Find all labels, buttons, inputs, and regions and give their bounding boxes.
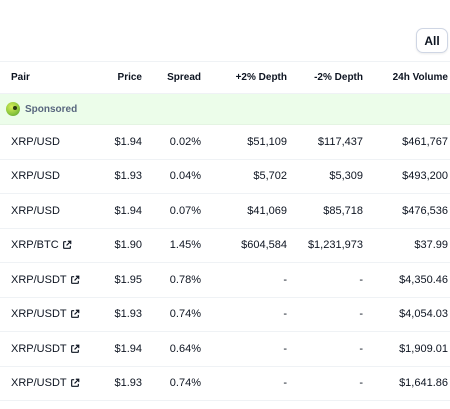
volume-cell: $493,200 [402, 170, 448, 183]
pair-link[interactable]: XRP/USDT [11, 377, 67, 390]
header-volume[interactable]: 24h Volume [392, 72, 448, 83]
plus-depth-cell: $41,069 [247, 204, 287, 217]
volume-cell: $476,536 [402, 204, 448, 217]
spread-cell: 0.04% [169, 170, 201, 183]
sponsor-logo-icon [6, 102, 20, 116]
pair-cell: XRP/USD [0, 170, 96, 182]
price-cell: $1.94 [114, 204, 142, 217]
table-row[interactable]: XRP/USDT $1.94 0.64% - - $1,909.01 [0, 332, 450, 367]
pair-link[interactable]: XRP/BTC [11, 239, 59, 252]
spread-cell: 0.07% [169, 204, 201, 217]
table-row[interactable]: XRP/USDT $1.95 0.78% - - $4,350.46 [0, 263, 450, 298]
table-body: XRP/USD $1.94 0.02% $51,109 $117,437 $461,767… [0, 125, 450, 401]
minus-depth-cell: $1,231,973 [307, 239, 363, 252]
external-link-icon[interactable] [70, 378, 80, 388]
pair-link[interactable]: XRP/USD [11, 170, 60, 183]
minus-depth-cell: $85,718 [323, 204, 363, 217]
table-row[interactable]: XRP/USD $1.94 0.02% $51,109 $117,437 $461,767 [0, 125, 450, 160]
external-link-icon[interactable] [70, 275, 80, 285]
volume-cell: $37.99 [414, 239, 448, 252]
pair-cell: XRP/USDT [0, 343, 96, 355]
plus-depth-cell: - [283, 273, 287, 286]
pair-cell: XRP/USD [0, 136, 96, 148]
plus-depth-cell: - [283, 342, 287, 355]
price-cell: $1.90 [114, 239, 142, 252]
pair-cell: XRP/USDT [0, 274, 96, 286]
spread-cell: 0.64% [169, 342, 201, 355]
pair-cell: XRP/BTC [0, 239, 96, 251]
volume-cell: $461,767 [402, 135, 448, 148]
external-link-icon[interactable] [62, 240, 72, 250]
markets-table: Pair Price Spread +2% Depth -2% Depth 24… [0, 61, 450, 401]
volume-cell: $4,054.03 [399, 308, 448, 321]
table-row[interactable]: XRP/USDT $1.93 0.74% - - $1,641.86 [0, 367, 450, 401]
plus-depth-cell: - [283, 308, 287, 321]
spread-cell: 0.78% [169, 273, 201, 286]
minus-depth-cell: - [359, 308, 363, 321]
table-row[interactable]: XRP/USD $1.94 0.07% $41,069 $85,718 $476,536 [0, 194, 450, 229]
spread-cell: 0.74% [169, 377, 201, 390]
spread-cell: 0.74% [169, 308, 201, 321]
table-header: Pair Price Spread +2% Depth -2% Depth 24… [0, 61, 450, 94]
minus-depth-cell: $117,437 [317, 135, 363, 148]
spread-cell: 0.02% [169, 135, 201, 148]
pair-cell: XRP/USD [0, 205, 96, 217]
spread-cell: 1.45% [169, 239, 201, 252]
pair-cell: XRP/USDT [0, 308, 96, 320]
pair-link[interactable]: XRP/USDT [11, 273, 67, 286]
header-price[interactable]: Price [117, 72, 142, 83]
price-cell: $1.93 [114, 308, 142, 321]
minus-depth-cell: - [359, 377, 363, 390]
pair-link[interactable]: XRP/USD [11, 204, 60, 217]
pair-link[interactable]: XRP/USD [11, 135, 60, 148]
external-link-icon[interactable] [70, 309, 80, 319]
minus-depth-cell: $5,309 [329, 170, 363, 183]
header-pair[interactable]: Pair [11, 72, 30, 83]
pair-cell: XRP/USDT [0, 377, 96, 389]
sponsored-label: Sponsored [25, 103, 78, 115]
price-cell: $1.95 [114, 273, 142, 286]
price-cell: $1.93 [114, 170, 142, 183]
table-row[interactable]: XRP/USDT $1.93 0.74% - - $4,054.03 [0, 298, 450, 332]
volume-cell: $1,909.01 [399, 342, 448, 355]
price-cell: $1.94 [114, 342, 142, 355]
header-plus-depth[interactable]: +2% Depth [235, 72, 287, 83]
header-minus-depth[interactable]: -2% Depth [314, 72, 363, 83]
filter-all-button[interactable]: All [416, 28, 448, 53]
minus-depth-cell: - [359, 273, 363, 286]
pair-link[interactable]: XRP/USDT [11, 342, 67, 355]
plus-depth-cell: $604,584 [241, 239, 287, 252]
table-row[interactable]: XRP/USD $1.93 0.04% $5,702 $5,309 $493,200 [0, 160, 450, 194]
price-cell: $1.94 [114, 135, 142, 148]
price-cell: $1.93 [114, 377, 142, 390]
plus-depth-cell: $5,702 [253, 170, 287, 183]
pair-link[interactable]: XRP/USDT [11, 308, 67, 321]
volume-cell: $4,350.46 [399, 273, 448, 286]
external-link-icon[interactable] [70, 344, 80, 354]
plus-depth-cell: - [283, 377, 287, 390]
plus-depth-cell: $51,109 [247, 135, 287, 148]
sponsored-row[interactable]: Sponsored [0, 94, 450, 125]
minus-depth-cell: - [359, 342, 363, 355]
header-spread[interactable]: Spread [167, 72, 201, 83]
volume-cell: $1,641.86 [399, 377, 448, 390]
table-row[interactable]: XRP/BTC $1.90 1.45% $604,584 $1,231,973 $37.9… [0, 229, 450, 263]
